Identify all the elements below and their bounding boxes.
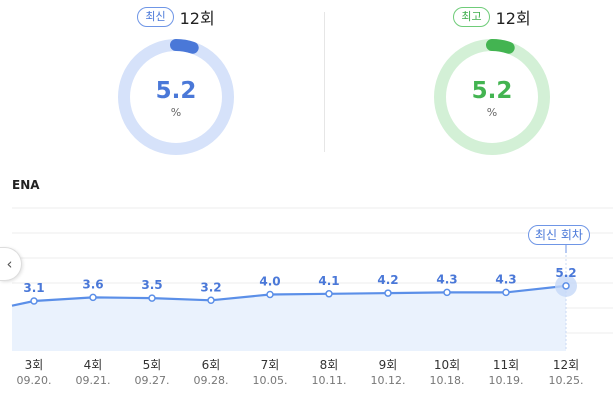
x-axis-item: 10회 10.18. <box>419 358 475 388</box>
data-point-2 <box>148 294 156 302</box>
best-donut-chart: 5.2 % <box>427 38 557 156</box>
x-axis-date-label: 10.25. <box>548 374 584 387</box>
x-axis-item: 11회 10.19. <box>478 358 534 388</box>
x-axis-date-label: 09.27. <box>134 374 170 387</box>
data-point-6 <box>384 289 392 297</box>
chevron-left-icon: ‹ <box>6 255 13 273</box>
data-label-3: 3.2 <box>200 280 221 294</box>
x-axis-item: 6회 09.28. <box>183 358 239 388</box>
x-axis-round-label: 10회 <box>433 358 461 372</box>
data-label-9: 5.2 <box>555 266 576 280</box>
x-axis-item: 8회 10.11. <box>301 358 357 388</box>
channel-name: ENA <box>12 178 40 192</box>
data-label-4: 4.0 <box>259 275 280 289</box>
x-axis-round-label: 11회 <box>492 358 520 372</box>
data-label-6: 4.2 <box>377 273 398 287</box>
x-axis-round-label: 3회 <box>24 358 44 372</box>
x-axis-item: 4회 09.21. <box>65 358 121 388</box>
data-label-0: 3.1 <box>23 281 44 295</box>
data-label-8: 4.3 <box>495 272 516 286</box>
card-divider <box>324 12 325 152</box>
x-axis-item: 3회 09.20. <box>6 358 62 388</box>
data-label-1: 3.6 <box>82 277 103 291</box>
best-rating-header: 최고 12회 <box>392 5 592 29</box>
best-rating-unit: % <box>486 106 498 119</box>
x-axis-round-label: 5회 <box>142 358 162 372</box>
chart-area-fill <box>12 285 566 351</box>
data-label-2: 3.5 <box>141 278 162 292</box>
x-axis-date-label: 09.20. <box>16 374 52 387</box>
x-axis-round-label: 4회 <box>83 358 103 372</box>
latest-badge: 최신 <box>137 7 174 27</box>
x-axis-item: 9회 10.12. <box>360 358 416 388</box>
x-axis-date-label: 10.18. <box>429 374 465 387</box>
best-rating-value: 5.2 <box>471 78 513 104</box>
x-axis-date-label: 10.11. <box>311 374 347 387</box>
data-point-3 <box>207 296 215 305</box>
x-axis-labels: 3회 09.20. 4회 09.21. 5회 09.27. 6회 09.28. 7회 10.05.… <box>0 358 613 398</box>
ratings-line-chart: 3.1 3.6 3.5 3.2 4.0 4.1 4.2 4.3 4.3 5.2 <box>11 207 613 351</box>
x-axis-date-label: 10.05. <box>252 374 288 387</box>
x-axis-round-label: 6회 <box>201 358 221 372</box>
latest-rating-card: 최신 12회 5.2 % <box>76 0 276 160</box>
latest-rating-header: 최신 12회 <box>76 5 276 29</box>
data-label-7: 4.3 <box>436 272 457 286</box>
data-point-8 <box>502 288 510 297</box>
latest-rating-unit: % <box>170 106 182 119</box>
latest-episode-callout: 최신 회차 <box>528 225 590 245</box>
x-axis-date-label: 09.21. <box>75 374 111 387</box>
data-point-7 <box>443 288 451 297</box>
data-label-5: 4.1 <box>318 274 339 288</box>
x-axis-round-label: 8회 <box>319 358 339 372</box>
latest-donut-chart: 5.2 % <box>111 38 241 156</box>
data-point-0 <box>30 297 38 305</box>
x-axis-date-label: 10.12. <box>370 374 406 387</box>
x-axis-date-label: 10.19. <box>488 374 524 387</box>
latest-round-label: 12회 <box>179 9 215 28</box>
latest-rating-value: 5.2 <box>155 78 197 104</box>
x-axis-item: 12회 10.25. <box>538 358 594 388</box>
x-axis-round-label: 7회 <box>260 358 280 372</box>
x-axis-date-label: 09.28. <box>193 374 229 387</box>
best-badge: 최고 <box>453 7 490 27</box>
best-donut-arc <box>486 39 515 54</box>
data-point-9 <box>562 282 570 290</box>
x-axis-item: 7회 10.05. <box>242 358 298 388</box>
latest-donut-arc <box>170 39 199 54</box>
best-round-label: 12회 <box>495 9 531 28</box>
data-point-1 <box>89 293 97 302</box>
data-point-5 <box>325 290 333 298</box>
x-axis-round-label: 12회 <box>552 358 580 372</box>
data-point-4 <box>266 290 274 299</box>
best-rating-card: 최고 12회 5.2 % <box>392 0 592 160</box>
x-axis-item: 5회 09.27. <box>124 358 180 388</box>
x-axis-round-label: 9회 <box>378 358 398 372</box>
